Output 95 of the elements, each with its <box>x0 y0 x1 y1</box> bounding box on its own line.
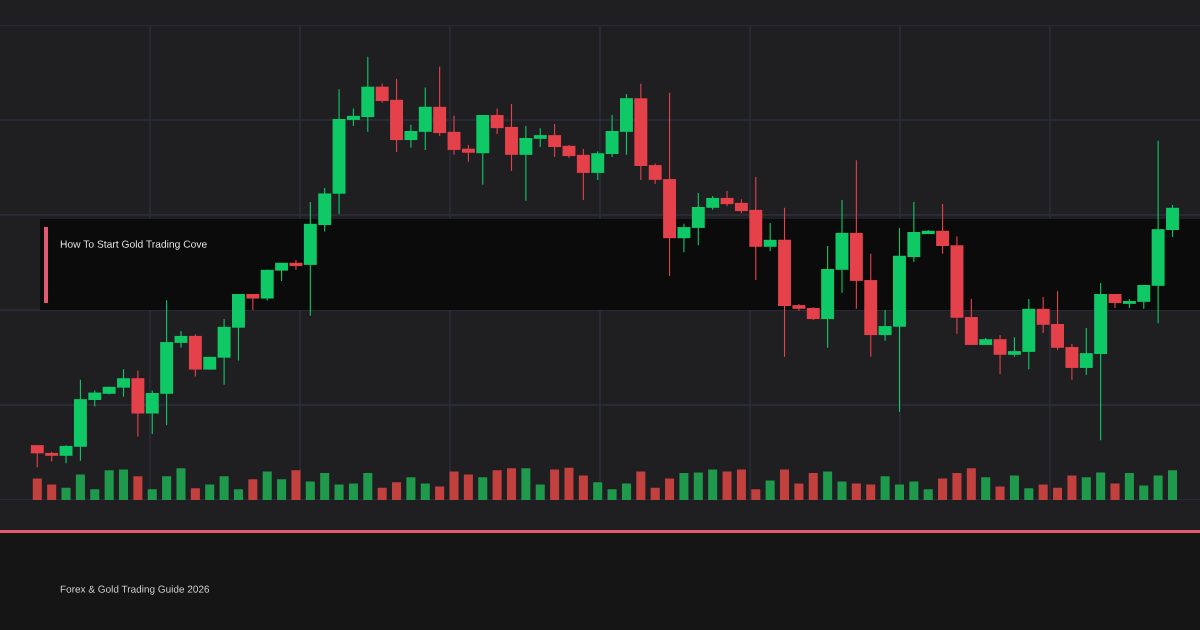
bar <box>938 478 948 500</box>
bar <box>952 473 962 500</box>
bar <box>162 476 172 500</box>
bar <box>1081 477 1091 500</box>
bar <box>147 489 157 500</box>
bar <box>751 489 761 500</box>
bar <box>32 478 42 500</box>
bar <box>1053 487 1063 500</box>
candlestick <box>677 223 691 253</box>
bar <box>794 483 804 500</box>
bar <box>118 469 129 500</box>
bar <box>1124 473 1134 500</box>
bar <box>406 477 416 500</box>
bar <box>636 471 646 500</box>
bar <box>104 470 114 500</box>
bar <box>478 477 488 500</box>
bar <box>650 487 660 500</box>
bar <box>593 482 603 500</box>
bar <box>679 473 689 500</box>
bar <box>923 489 933 500</box>
bar <box>866 484 876 500</box>
bar <box>133 476 143 500</box>
bar <box>1139 485 1149 500</box>
bar <box>334 484 344 500</box>
bar <box>837 481 847 500</box>
bar <box>291 470 301 500</box>
bar <box>564 467 574 500</box>
bar <box>808 473 818 500</box>
candlestick <box>763 222 777 252</box>
candlestick <box>993 334 1007 375</box>
bar <box>578 475 588 500</box>
bar <box>535 484 545 500</box>
bar <box>823 471 833 500</box>
bar <box>550 469 560 500</box>
bar <box>320 473 330 500</box>
bar <box>995 486 1005 500</box>
bar <box>1038 484 1048 500</box>
bar <box>966 468 976 500</box>
bar <box>219 476 229 500</box>
bar <box>1110 483 1120 500</box>
bar <box>190 488 200 500</box>
bar <box>363 473 373 500</box>
bar <box>607 489 617 500</box>
bar <box>1167 470 1178 500</box>
bar <box>708 469 718 500</box>
bar <box>61 487 71 500</box>
bar <box>736 469 746 500</box>
candlestick <box>576 148 590 201</box>
bar <box>1096 472 1106 500</box>
text: How To Start Gold Trading Cove <box>60 240 207 250</box>
candlestick <box>548 123 562 158</box>
bar <box>205 484 215 500</box>
bar <box>305 481 315 500</box>
bar <box>420 483 430 500</box>
candlestick <box>591 150 605 181</box>
bar <box>392 482 402 500</box>
text: Forex & Gold Trading Guide 2026 <box>60 585 210 595</box>
bar <box>348 483 358 500</box>
candlestick <box>30 444 44 468</box>
bar <box>277 479 287 500</box>
bar <box>981 477 991 500</box>
bar <box>262 471 272 500</box>
bar <box>47 484 57 500</box>
bar <box>506 468 517 500</box>
bar <box>1153 475 1163 500</box>
bar <box>233 489 243 500</box>
bar <box>851 483 861 500</box>
bar <box>75 474 85 500</box>
bar <box>894 484 904 500</box>
bar <box>1067 475 1077 500</box>
bar <box>176 468 186 500</box>
bar <box>722 471 732 500</box>
bar <box>90 489 100 500</box>
candlestick <box>519 125 533 202</box>
bar <box>449 471 459 500</box>
bar <box>880 476 890 500</box>
bar <box>909 481 919 500</box>
candlestick <box>174 330 188 349</box>
candlestick <box>447 115 461 156</box>
bar <box>665 478 675 500</box>
bar <box>1024 488 1034 500</box>
candlestick <box>289 259 303 271</box>
bar <box>248 479 258 500</box>
bar <box>621 483 631 500</box>
candlestick <box>533 127 547 148</box>
bar <box>765 480 775 500</box>
bar <box>779 469 790 500</box>
bar <box>492 470 502 500</box>
bar <box>693 472 703 500</box>
bar <box>377 487 387 500</box>
bar <box>435 486 445 500</box>
bar <box>521 468 531 500</box>
bar <box>463 474 473 500</box>
bar <box>1009 475 1019 500</box>
candlestick <box>404 124 418 149</box>
